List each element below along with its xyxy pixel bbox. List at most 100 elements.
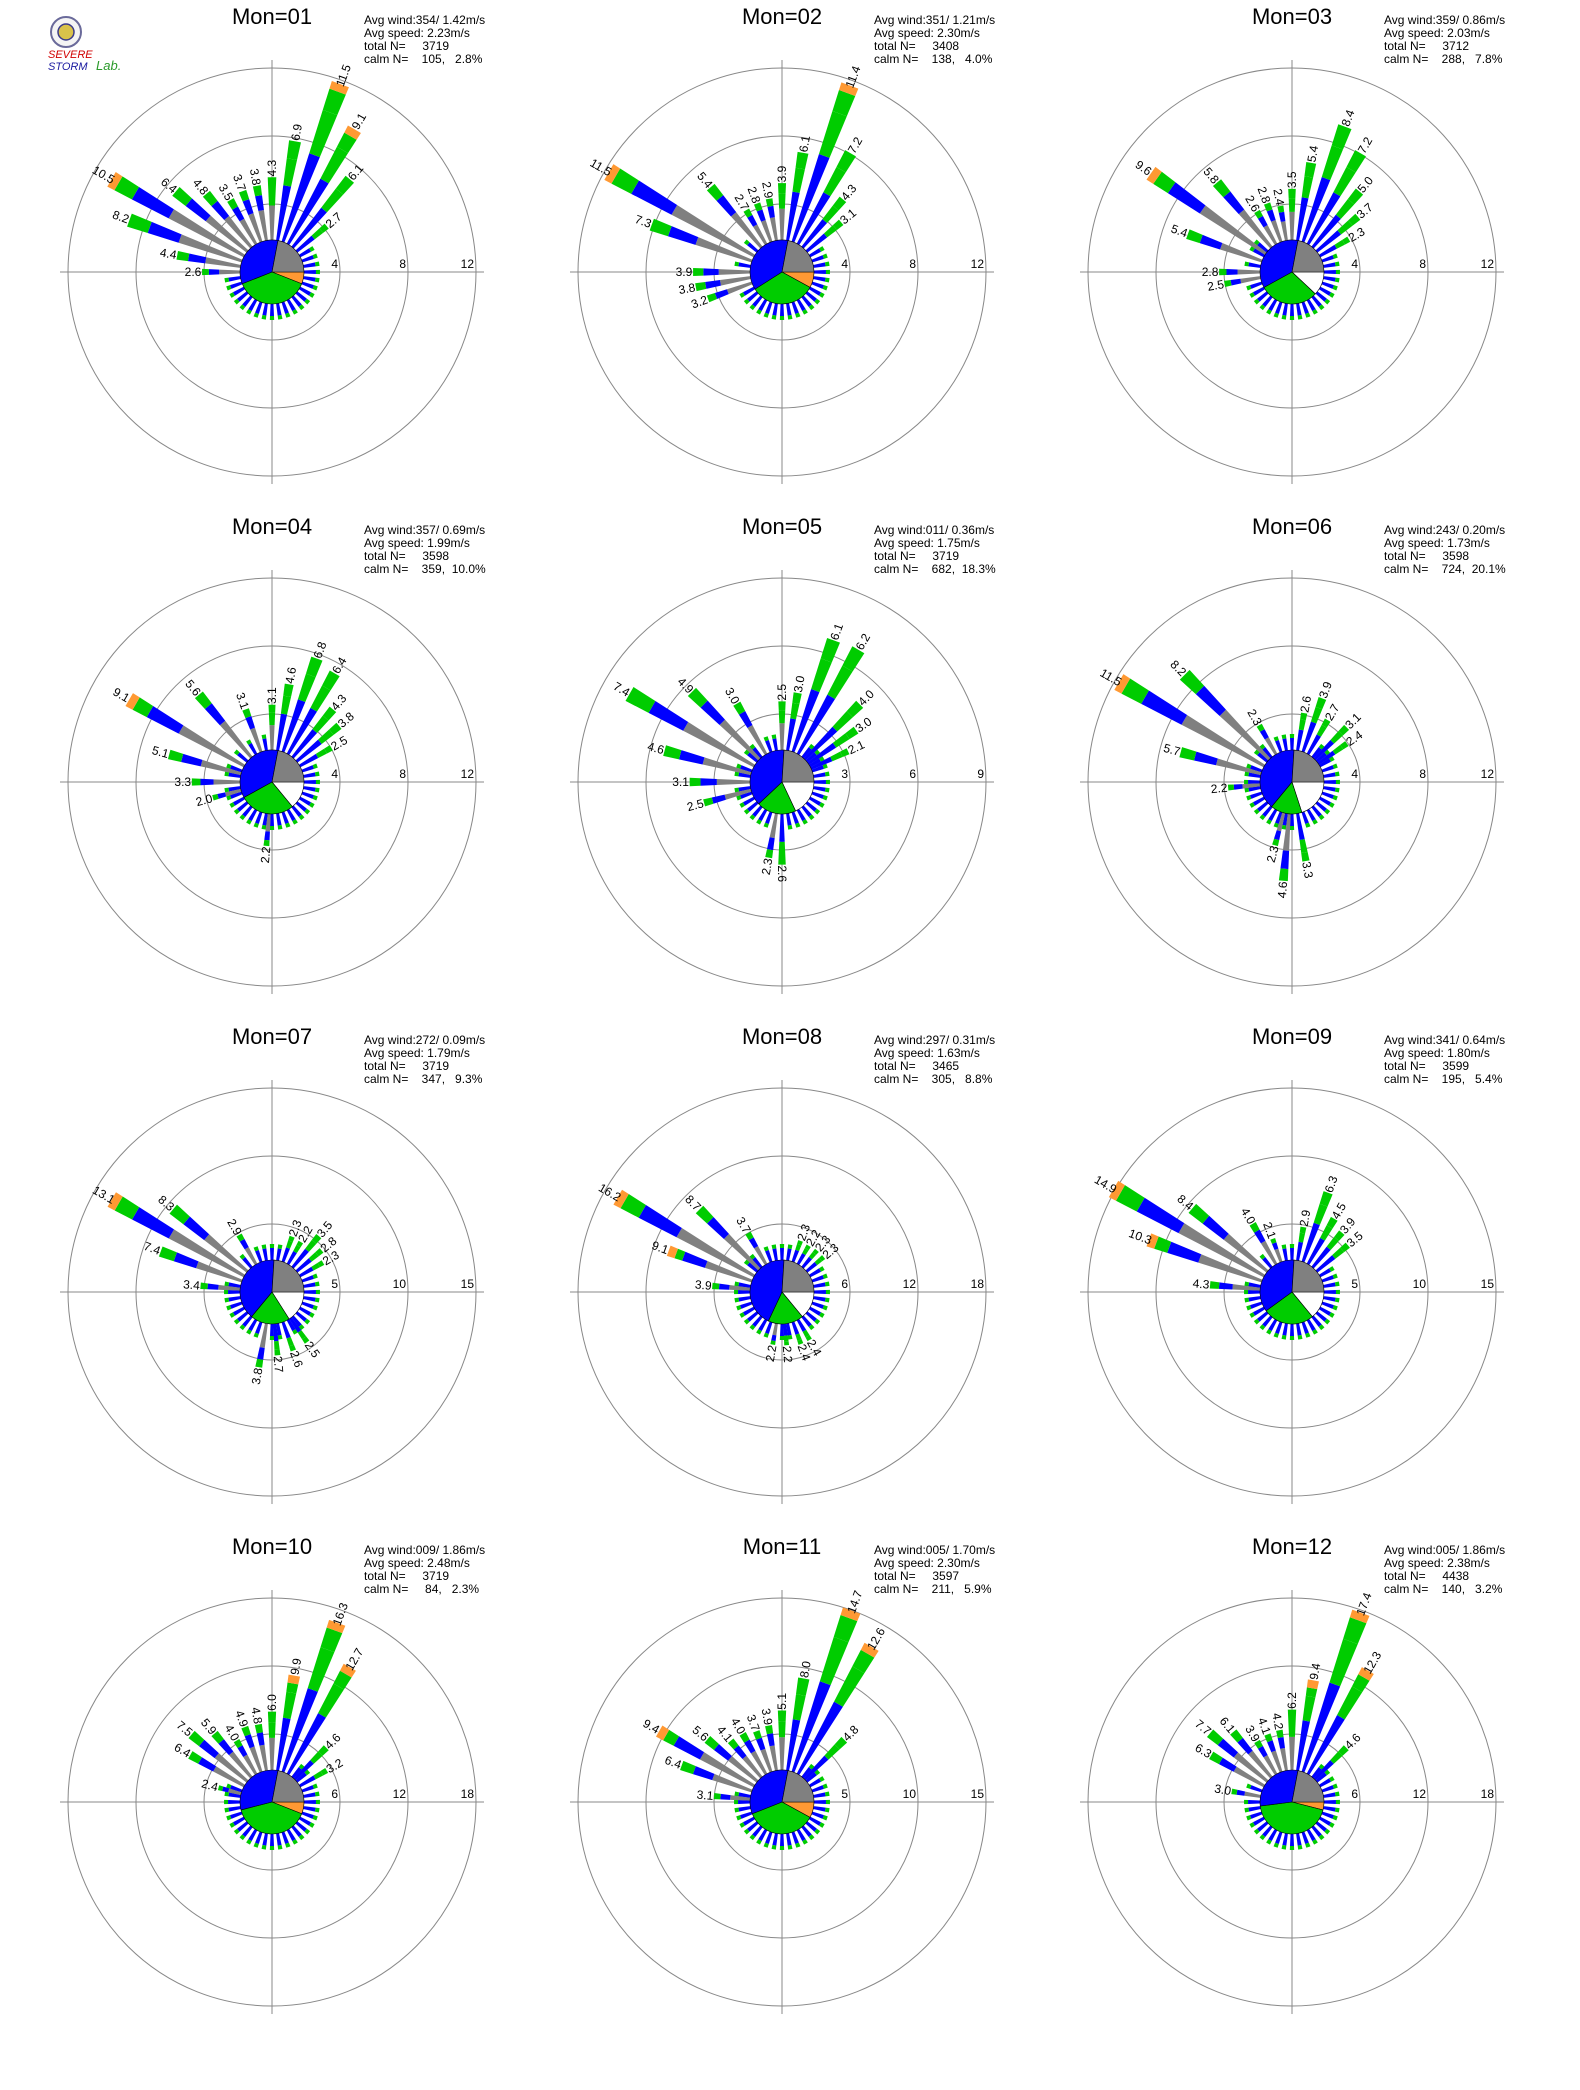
radius-tick-label: 12 [1481, 257, 1495, 271]
minor-direction-bar [1318, 758, 1332, 768]
direction-bars [655, 1607, 879, 1850]
direction-bar-mid [207, 1283, 219, 1290]
direction-bar-outer [267, 1711, 277, 1723]
direction-bar-core [791, 153, 830, 243]
minor-direction-bar-tip [734, 1807, 740, 1813]
direction-bar-core [796, 1318, 807, 1332]
direction-bar-label: 3.0 [791, 674, 808, 693]
direction-bar-mid [823, 225, 837, 238]
minor-direction-bar [813, 772, 826, 778]
minor-direction-bar [242, 1825, 253, 1837]
direction-bar-core [268, 205, 276, 241]
minor-direction-bar-tip [756, 1329, 762, 1335]
wind-stat-line: Avg speed: 2.38m/s [1384, 1556, 1490, 1570]
minor-direction-bar [1311, 295, 1322, 307]
direction-bar-label: 4.4 [159, 245, 178, 262]
minor-direction-bar [1318, 1268, 1332, 1278]
direction-bar-core [671, 204, 756, 258]
minor-direction-bar [228, 276, 241, 282]
direction-bar-outer [845, 726, 859, 740]
direction-bar-outer [336, 132, 357, 154]
wind-stat-line: Avg wind:243/ 0.20m/s [1384, 523, 1506, 537]
wind-stat-line: total N= 3408 [874, 39, 960, 53]
minor-direction-bar [301, 281, 314, 289]
minor-direction-bar [303, 1800, 316, 1804]
direction-bar-mid [1237, 1737, 1253, 1755]
direction-bar-core [298, 1266, 314, 1278]
center-pie-slice [781, 1259, 815, 1293]
minor-direction-bar [813, 786, 826, 792]
center-pie-slice [1291, 749, 1325, 783]
minor-direction-bar-tip [1244, 779, 1249, 785]
minor-direction-bar-tip [749, 1834, 756, 1841]
minor-direction-bar-tip [808, 814, 815, 821]
minor-direction-bar [248, 808, 258, 822]
direction-bar-tip [613, 1189, 629, 1209]
direction-bar-mid [183, 1216, 210, 1241]
direction-bar-mid [767, 205, 775, 219]
minor-direction-bar-tip [814, 808, 821, 815]
minor-direction-bar-tip [1289, 1335, 1295, 1340]
direction-bar-core [719, 276, 751, 286]
minor-direction-bar-tip [1297, 1844, 1303, 1850]
direction-bar-label: 2.8 [1202, 265, 1219, 279]
direction-bars [1206, 1609, 1374, 1850]
minor-direction-bar [811, 1301, 824, 1309]
minor-direction-bar [301, 1811, 314, 1819]
minor-direction-bar-tip [825, 269, 830, 275]
direction-bar-core [1296, 1720, 1310, 1771]
minor-direction-bar-tip [795, 312, 801, 318]
direction-bar-outer [1115, 1185, 1145, 1212]
direction-bar-label: 3.9 [759, 1707, 776, 1726]
minor-direction-bar [747, 242, 759, 253]
minor-direction-bar-tip [808, 1324, 815, 1331]
direction-bar-label: 2.8 [1255, 185, 1274, 206]
direction-bar-outer [194, 691, 212, 710]
minor-direction-bar-tip [269, 1845, 275, 1850]
direction-bar-core [196, 1261, 243, 1283]
center-pie-slice [239, 749, 279, 798]
direction-bar-outer [227, 198, 238, 210]
minor-direction-bar-tip [229, 1822, 235, 1828]
direction-bar-label: 3.3 [1299, 860, 1316, 879]
minor-direction-bar-tip [304, 298, 311, 305]
minor-direction-bar [780, 1833, 784, 1846]
direction-bar-core [1317, 750, 1336, 765]
wind-stat-line: total N= 3719 [364, 39, 450, 53]
direction-bar-outer [319, 223, 329, 233]
minor-direction-bar-tip [224, 1297, 230, 1303]
minor-direction-bar-tip [1334, 1807, 1340, 1813]
direction-bar-mid [824, 1744, 840, 1760]
minor-direction-bar [1262, 1315, 1273, 1327]
direction-bar-mid [315, 748, 328, 759]
direction-bar-core [779, 1737, 785, 1771]
radius-tick-label: 3 [841, 767, 848, 781]
minor-direction-bar-tip [1259, 304, 1266, 311]
direction-bar-outer [777, 1710, 787, 1722]
minor-direction-bar [758, 1318, 768, 1332]
radius-tick-label: 4 [331, 257, 338, 271]
direction-bar-outer [263, 839, 270, 847]
minor-direction-bar [738, 262, 751, 268]
direction-bar-mid [218, 1739, 234, 1756]
minor-direction-bar [276, 813, 282, 826]
minor-direction-bar [1296, 1833, 1302, 1846]
direction-bar-core [786, 1719, 801, 1771]
direction-bar-mid [257, 1347, 265, 1360]
minor-direction-bar-tip [1305, 1332, 1311, 1338]
direction-bar-outer [765, 198, 774, 207]
direction-bar-outer [200, 1282, 208, 1290]
direction-bar-outer [191, 778, 201, 786]
direction-bar-core [224, 215, 253, 249]
direction-bar-mid [131, 186, 174, 219]
direction-bar-tip [860, 1642, 879, 1658]
direction-bar-core [269, 725, 275, 751]
direction-bar-outer [674, 1248, 686, 1261]
minor-direction-bar [1311, 747, 1322, 759]
direction-bar-core [248, 213, 263, 243]
direction-bar-core [168, 1229, 246, 1278]
direction-bar-outer [1264, 1733, 1273, 1743]
minor-direction-bar-tip [743, 239, 750, 246]
minor-direction-bar [772, 738, 778, 751]
minor-direction-bar-tip [1332, 1815, 1338, 1821]
